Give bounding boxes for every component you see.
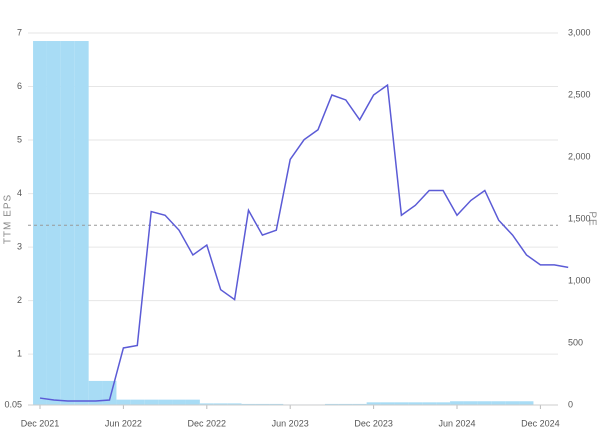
- bar: [60, 41, 75, 405]
- y2-tick-label: 1,500: [568, 213, 591, 223]
- y-tick-label: 5: [17, 134, 22, 144]
- bar: [394, 402, 409, 405]
- y-tick-label: 7: [17, 27, 22, 37]
- x-tick-label: Dec 2024: [521, 418, 560, 428]
- bar: [33, 41, 47, 405]
- bar: [116, 399, 131, 405]
- y2-tick-label: 3,000: [568, 27, 591, 37]
- bar: [74, 41, 89, 405]
- x-tick-label: Jun 2022: [105, 418, 142, 428]
- bar: [144, 399, 159, 405]
- bar: [450, 401, 464, 405]
- bar: [408, 402, 423, 405]
- y-tick-label: 4: [17, 188, 22, 198]
- bar: [352, 403, 367, 405]
- bar: [172, 399, 186, 405]
- bar: [255, 403, 270, 405]
- bar: [227, 403, 242, 405]
- bar: [269, 403, 284, 405]
- bar: [422, 402, 437, 405]
- bar: [477, 401, 492, 405]
- x-tick-label: Dec 2022: [188, 418, 227, 428]
- y2-tick-label: 0: [568, 399, 573, 409]
- bar: [491, 401, 506, 405]
- x-tick-label: Jun 2023: [272, 418, 309, 428]
- bar: [505, 401, 520, 405]
- x-tick-label: Jun 2024: [438, 418, 475, 428]
- x-tick-label: Dec 2021: [21, 418, 60, 428]
- y2-tick-label: 500: [568, 337, 583, 347]
- bar: [213, 403, 228, 405]
- y2-axis-label: PE: [586, 211, 597, 226]
- y2-tick-label: 2,500: [568, 89, 591, 99]
- bar: [199, 403, 214, 405]
- bar: [158, 399, 173, 405]
- bar: [324, 403, 339, 405]
- bar: [46, 41, 61, 405]
- y2-tick-label: 2,000: [568, 151, 591, 161]
- bar: [366, 402, 381, 405]
- bar: [130, 399, 145, 405]
- x-tick-label: Dec 2023: [354, 418, 393, 428]
- bar: [185, 399, 200, 405]
- y-tick-label: 3: [17, 241, 22, 251]
- bar: [380, 402, 395, 405]
- y2-tick-label: 1,000: [568, 275, 591, 285]
- y-tick-label: 6: [17, 81, 22, 91]
- y-tick-label: 0.05: [4, 399, 22, 409]
- y-tick-label: 2: [17, 295, 22, 305]
- bar: [241, 403, 256, 405]
- pe-line: [39, 83, 569, 402]
- bar: [463, 401, 478, 405]
- bar: [436, 402, 451, 405]
- bar: [88, 380, 103, 405]
- y-axis-label: TTM EPS: [3, 194, 14, 244]
- bar: [519, 401, 534, 405]
- y-tick-label: 1: [17, 349, 22, 359]
- bar: [338, 403, 353, 405]
